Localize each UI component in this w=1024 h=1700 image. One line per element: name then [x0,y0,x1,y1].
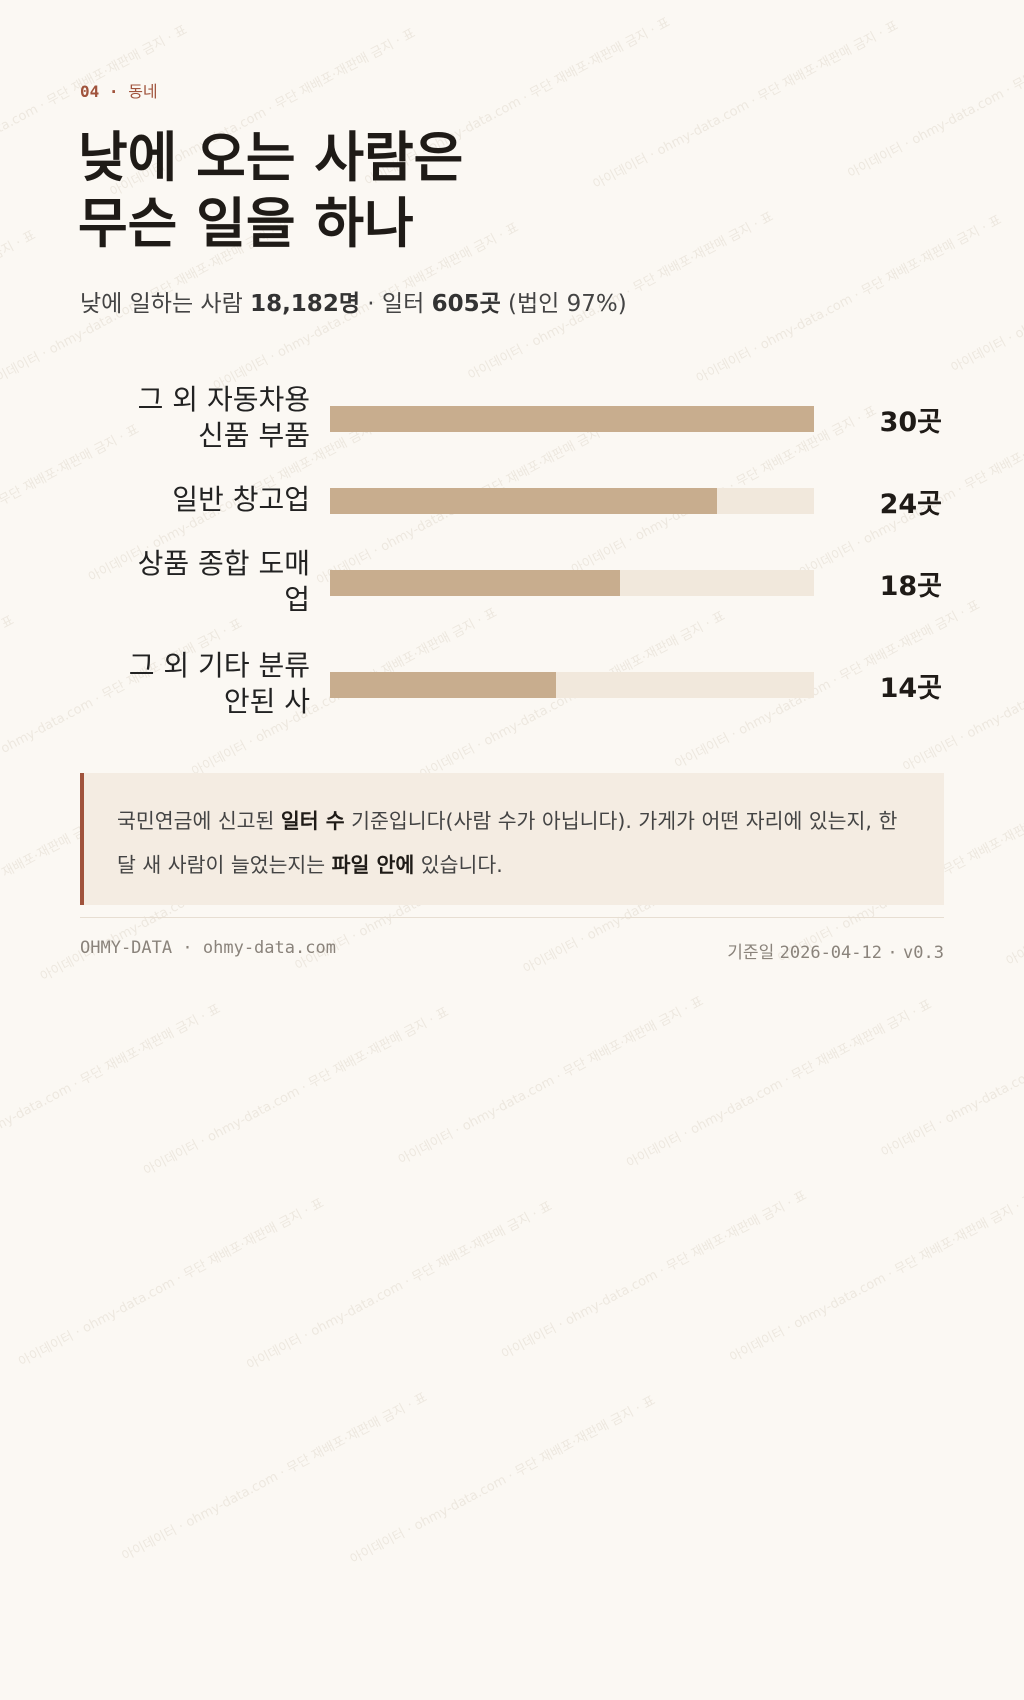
category-label: 상품 종합 도매 업 [80,546,310,618]
category-label-line: 신품 부품 [198,419,310,452]
watermark-text: 아이데이터 · ohmy-data.com · 무단 재배포·재판매 금지 · … [119,1390,430,1565]
subtitle: 낮에 일하는 사람 18,182명 · 일터 605곳 (법인 97%) [80,284,627,318]
category-label-line: 그 외 기타 분류 [128,649,310,682]
date-label: 기준일 [727,943,775,963]
note-text-1: 국민연금에 신고된 [117,809,281,833]
footer-brand: OHMY-DATA · ohmy-data.com [80,938,336,958]
bar-track [330,672,814,698]
section-tag: 04 · 동네 [80,78,158,102]
category-label-line: 일반 창고업 [172,483,310,516]
section-separator: · [108,82,119,101]
bar [330,672,556,698]
version: v0.3 [903,943,944,963]
bar-track [330,570,814,596]
category-label: 일반 창고업 [80,482,310,518]
category-label-line: 그 외 자동차용 [137,383,310,416]
bar-value-label: 18곳 [879,571,942,602]
bar-chart: 그 외 자동차용 신품 부품 30곳 일반 창고업 24곳 상품 종합 도매 업 18곳 그 외… [80,382,942,720]
subtitle-separator: · [367,291,375,317]
note-bold-1: 일터 수 [280,809,345,833]
watermark-text: 아이데이터 · ohmy-data.com · 무단 재배포·재판매 금지 · … [0,1001,224,1176]
watermark-text: 아이데이터 · ohmy-data.com · 무단 재배포·재판매 금지 · … [396,994,707,1169]
subtitle-prefix: 낮에 일하는 사람 [80,291,243,317]
watermark-text: 아이데이터 · ohmy-data.com · 무단 재배포·재판매 금지 · … [244,1199,555,1374]
watermark-text: 아이데이터 · ohmy-data.com · 무단 재배포·재판매 금지 · … [16,1195,327,1371]
category-label: 그 외 기타 분류 안된 사 [80,648,310,720]
page-title: 낮에 오는 사람은 무슨 일을 하나 [78,124,778,256]
footer-divider [80,917,944,918]
section-number: 04 [80,82,100,101]
section-name: 동네 [128,82,158,101]
watermark-text: 아이데이터 · ohmy-data.com · 무단 재배포·재판매 금지 · … [141,1004,452,1180]
title-line-2: 무슨 일을 하나 [78,191,414,255]
workplace-count: 605곳 [431,291,501,317]
subtitle-suffix: (법인 97%) [508,291,627,317]
note-text-3: 있습니다. [414,853,503,877]
bar-value-label: 14곳 [879,673,942,704]
bar-track [330,488,814,514]
bar-value-label: 30곳 [879,407,942,438]
bar-track [330,406,814,432]
site-link[interactable]: ohmy-data.com [202,938,336,958]
info-note: 국민연금에 신고된 일터 수 기준입니다(사람 수가 아닙니다). 가게가 어떤… [80,773,944,905]
footer-meta: 기준일 2026-04-12 · v0.3 [727,938,944,963]
footer-separator: · [182,938,193,958]
title-line-1: 낮에 오는 사람은 [78,125,464,189]
people-count: 18,182명 [250,291,360,317]
category-label: 그 외 자동차용 신품 부품 [80,382,310,454]
watermark-text: 아이데이터 · ohmy-data.com · 무단 재배포·재판매 금지 · … [727,1191,1024,1366]
bar [330,406,814,432]
reference-date: 2026-04-12 [779,943,882,963]
watermark-text: 아이데이터 · ohmy-data.com · 무단 재배포·재판매 금지 · … [499,1188,810,1363]
note-bold-2: 파일 안에 [331,853,415,877]
note-text-2: 기준입니다(사람 수가 아닙니다). 가게가 어떤 자리에 있는지, 한 달 새… [117,809,898,877]
category-label-line: 업 [284,583,310,616]
watermark-text: 아이데이터 · ohmy-data.com · 무단 재배포·재판매 금지 · … [347,1393,658,1568]
category-label-line: 안된 사 [223,685,310,718]
watermark-text: 아이데이터 · ohmy-data.com · 무단 재배포·재판매 금지 · … [624,997,935,1172]
bar [330,570,620,596]
category-label-line: 상품 종합 도매 [137,547,310,580]
workplace-label: 일터 [381,291,425,317]
brand-name: OHMY-DATA [80,938,173,958]
bar [330,488,717,514]
footer-separator-2: · [887,943,898,963]
bar-value-label: 24곳 [879,489,942,520]
